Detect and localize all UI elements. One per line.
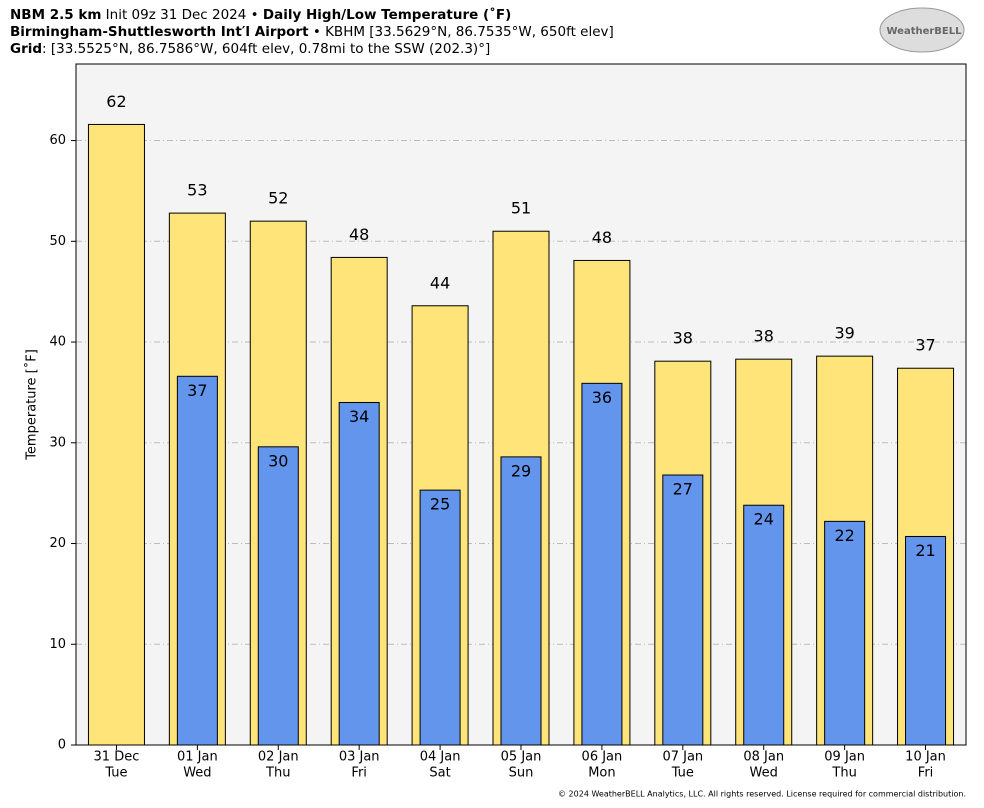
bar [662,474,704,746]
x-tick-label: Tue [671,766,694,781]
y-tick-label: 60 [49,133,66,148]
x-tick-label: 09 Jan [824,750,865,765]
value-label: 38 [754,327,774,346]
bar [419,489,461,746]
value-label: 52 [268,189,288,208]
header-text: Init 09z 31 Dec 2024 • [101,7,263,23]
value-label: 53 [187,181,207,200]
y-tick-label: 50 [49,234,66,249]
header-text: Daily High/Low Temperature (˚F) [263,6,511,23]
x-tick-label: Wed [750,766,778,781]
x-tick-label: 02 Jan [258,750,299,765]
x-tick-label: 03 Jan [339,750,380,765]
x-tick-label: 31 Dec [94,750,140,765]
bar [338,401,380,746]
value-label: 22 [834,526,854,545]
value-label: 25 [430,495,450,514]
header-text: Grid [10,41,42,57]
x-tick-label: Sat [429,766,450,781]
value-label: 21 [915,541,935,560]
header-text: • KBHM [33.5629°N, 86.7535°W, 650ft elev… [309,24,614,40]
y-tick-label: 20 [49,536,66,551]
header-line: Grid: [33.5525°N, 86.7586°W, 604ft elev,… [10,41,490,57]
logo-mark [879,7,965,53]
x-tick-label: 08 Jan [743,750,784,765]
plot-frame [75,63,967,746]
x-tick-label: 06 Jan [582,750,623,765]
bar [905,535,947,746]
y-tick-label: 40 [49,335,66,350]
bar [581,382,623,746]
x-tick-label: Mon [588,766,615,781]
bar [87,123,145,746]
value-label: 51 [511,199,531,218]
bar [500,456,542,746]
x-tick-label: Fri [918,766,934,781]
x-tick-label: 10 Jan [905,750,946,765]
x-tick-label: Thu [265,766,290,781]
value-label: 62 [106,92,126,111]
header-text: NBM 2.5 km [10,7,101,23]
bar [743,504,785,746]
x-tick-label: 01 Jan [177,750,218,765]
y-tick-label: 30 [49,435,66,450]
x-tick-label: Fri [351,766,367,781]
header-text: Birmingham-Shuttlesworth Int′l Airport [10,24,309,40]
value-label: 37 [187,381,207,400]
y-axis-label: Temperature [˚F] [24,349,40,461]
x-tick-label: 04 Jan [420,750,461,765]
value-label: 34 [349,407,369,426]
x-tick-label: 07 Jan [662,750,703,765]
logo-text: WeatherBELL [886,26,962,37]
value-label: 30 [268,451,288,470]
value-label: 48 [592,228,612,247]
x-tick-label: Wed [183,766,211,781]
value-label: 44 [430,273,450,292]
footer: © 2024 WeatherBELL Analytics, LLC. All r… [558,790,966,799]
y-tick-label: 0 [58,738,66,753]
value-label: 37 [915,336,935,355]
bar [824,520,866,746]
bar [176,375,218,746]
x-tick-label: 05 Jan [501,750,542,765]
header-text: : [33.5525°N, 86.7586°W, 604ft elev, 0.7… [42,41,490,57]
value-label: 24 [754,510,774,529]
value-label: 27 [673,480,693,499]
value-label: 39 [834,324,854,343]
x-tick-label: Tue [104,766,127,781]
value-label: 36 [592,388,612,407]
y-tick-label: 10 [49,637,66,652]
value-label: 38 [673,329,693,348]
x-tick-label: Sun [509,766,534,781]
x-tick-label: Thu [831,766,856,781]
header-line: NBM 2.5 km Init 09z 31 Dec 2024 • Daily … [10,6,511,23]
bar [257,446,299,746]
value-label: 48 [349,225,369,244]
value-label: 29 [511,461,531,480]
header-line: Birmingham-Shuttlesworth Int′l Airport •… [10,24,614,40]
